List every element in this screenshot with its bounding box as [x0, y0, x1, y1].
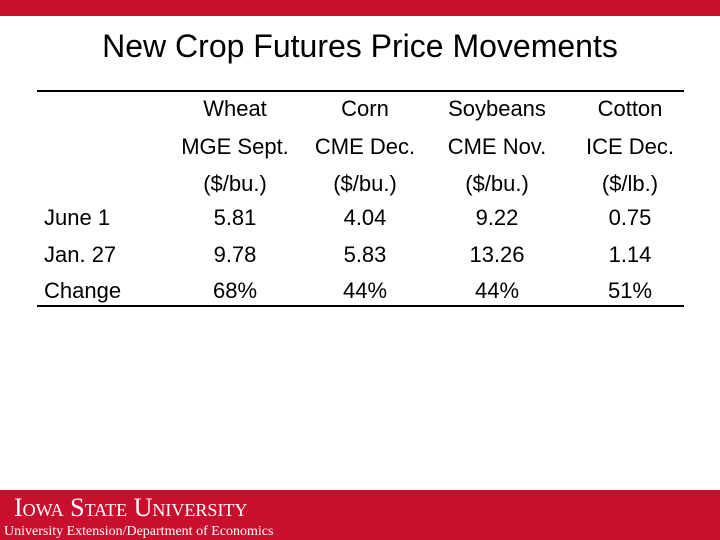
table-cell: 5.81 [214, 205, 257, 230]
table-cell: 0.75 [609, 205, 652, 230]
row-label: June 1 [44, 205, 110, 230]
table-cell: 44% [475, 278, 519, 303]
column-header: MGE Sept. [181, 134, 289, 159]
column-header: Soybeans [448, 96, 546, 121]
column-header: ($/bu.) [333, 171, 397, 196]
slide-title: New Crop Futures Price Movements [102, 28, 618, 64]
department-name: University Extension/Department of Econo… [4, 524, 273, 539]
table-cell: 4.04 [344, 205, 387, 230]
row-label: Jan. 27 [44, 242, 116, 267]
column-header: ($/bu.) [203, 171, 267, 196]
table-cell: 9.22 [476, 205, 519, 230]
table-cell: 51% [608, 278, 652, 303]
column-header: CME Nov. [448, 134, 547, 159]
column-header: CME Dec. [315, 134, 415, 159]
column-header: Wheat [203, 96, 267, 121]
table-cell: 1.14 [609, 242, 652, 267]
column-header: ($/bu.) [465, 171, 529, 196]
row-label: Change [44, 278, 121, 303]
column-header: ICE Dec. [586, 134, 674, 159]
university-name: Iowa State University [14, 493, 247, 522]
table-cell: 5.83 [344, 242, 387, 267]
column-header: Corn [341, 96, 389, 121]
column-header: ($/lb.) [602, 171, 658, 196]
table-cell: 13.26 [469, 242, 524, 267]
table-cell: 44% [343, 278, 387, 303]
footer-bar [0, 490, 720, 540]
column-header: Cotton [598, 96, 663, 121]
table-cell: 68% [213, 278, 257, 303]
top-bar [0, 0, 720, 16]
table-cell: 9.78 [214, 242, 257, 267]
